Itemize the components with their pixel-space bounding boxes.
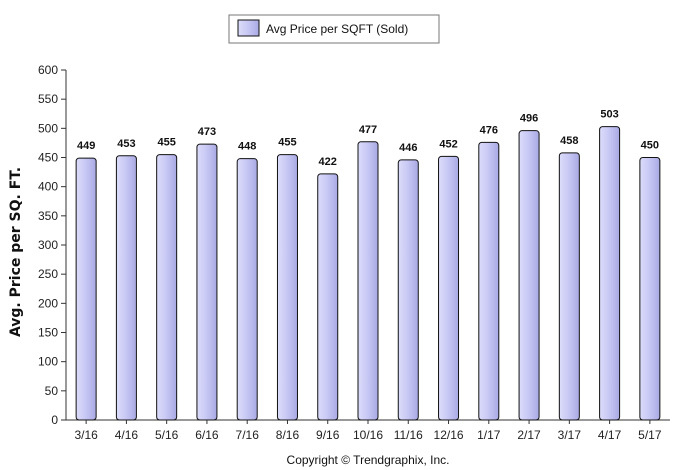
- y-tick-label: 450: [38, 151, 58, 165]
- x-tick-label: 12/16: [434, 428, 464, 442]
- data-label: 503: [600, 109, 618, 121]
- legend-label: Avg Price per SQFT (Sold): [266, 22, 408, 36]
- bar-2-17: [518, 130, 540, 421]
- bar-5-16: [156, 154, 178, 421]
- y-tick-label: 150: [38, 326, 58, 340]
- legend-box: [228, 14, 440, 44]
- bar-6-16: [196, 143, 218, 421]
- data-label: 473: [198, 126, 216, 138]
- x-tick-label: 6/16: [195, 428, 219, 442]
- x-tick-label: 2/17: [517, 428, 541, 442]
- x-axis-ticks: 3/16 4/16 5/16 6/16 7/16 8/16 9/16 10/16 11/16 12…: [74, 420, 662, 442]
- bar-11-16: [397, 159, 419, 421]
- x-tick-label: 8/16: [276, 428, 300, 442]
- y-tick-label: 100: [38, 355, 58, 369]
- x-tick-label: 3/17: [558, 428, 582, 442]
- x-tick-label: 11/16: [394, 428, 423, 442]
- copyright-text: Copyright © Trendgraphix, Inc.: [287, 453, 450, 467]
- y-tick-label: 250: [38, 267, 58, 281]
- data-label: 476: [480, 124, 498, 136]
- data-label: 449: [77, 140, 95, 152]
- bar-3-16: [75, 157, 97, 421]
- legend: Avg Price per SQFT (Sold): [228, 14, 440, 44]
- y-tick-label: 200: [38, 296, 58, 310]
- bar-8-16: [276, 154, 298, 421]
- y-axis-ticks: 0 50 100 150 200 250 300 350 400 450 500 550 600: [38, 63, 66, 427]
- bar-3-17: [558, 152, 580, 421]
- x-tick-label: 3/16: [74, 428, 98, 442]
- x-tick-label: 9/16: [316, 428, 340, 442]
- data-label: 422: [319, 156, 337, 168]
- data-label: 448: [238, 141, 256, 153]
- data-label: 453: [117, 138, 135, 150]
- y-tick-label: 600: [38, 63, 58, 77]
- bar-9-16: [317, 173, 339, 421]
- bar-10-16: [357, 141, 379, 421]
- bar-12-16: [438, 155, 460, 421]
- data-label: 455: [157, 137, 175, 149]
- x-tick-label: 4/16: [115, 428, 139, 442]
- y-tick-label: 50: [45, 384, 59, 398]
- bar-4-17: [599, 126, 621, 421]
- y-tick-label: 550: [38, 92, 58, 106]
- data-label: 455: [278, 137, 296, 149]
- bar-1-17: [478, 141, 500, 421]
- x-tick-label: 10/16: [353, 428, 383, 442]
- data-label: 452: [439, 138, 457, 150]
- y-tick-label: 500: [38, 121, 58, 135]
- x-tick-label: 7/16: [236, 428, 260, 442]
- bars-group: 449 453 455 473 448 455 422 477 446 452 476 496 458 5…: [75, 109, 661, 421]
- x-tick-label: 1/17: [477, 428, 501, 442]
- data-label: 477: [359, 124, 377, 136]
- x-tick-label: 4/17: [598, 428, 622, 442]
- y-tick-label: 350: [38, 209, 58, 223]
- y-tick-label: 400: [38, 180, 58, 194]
- x-tick-label: 5/16: [155, 428, 179, 442]
- y-axis-title: Avg. Price per SQ. FT.: [8, 167, 24, 337]
- data-label: 450: [641, 140, 659, 152]
- bar-4-16: [115, 155, 137, 421]
- bar-7-16: [236, 158, 258, 421]
- data-label: 458: [560, 135, 578, 147]
- data-label: 496: [520, 113, 538, 125]
- x-tick-label: 5/17: [638, 428, 662, 442]
- legend-swatch: [237, 19, 260, 37]
- data-label: 446: [399, 142, 417, 154]
- y-tick-label: 0: [51, 413, 58, 427]
- y-tick-label: 300: [38, 238, 58, 252]
- bar-5-17: [639, 157, 661, 421]
